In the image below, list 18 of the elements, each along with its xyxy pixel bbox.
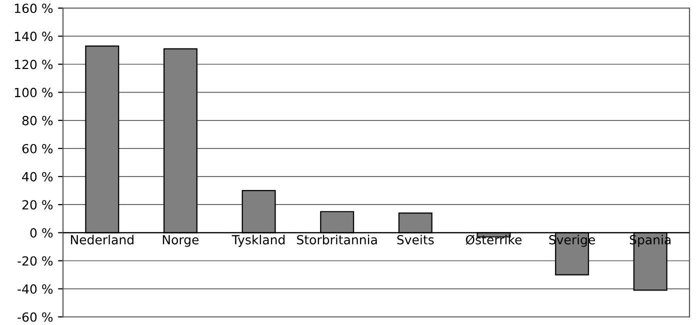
x-tick-label: Nederland xyxy=(70,234,134,244)
y-tick-label: -60 % xyxy=(18,312,53,322)
y-tick-label: 0 % xyxy=(30,228,53,238)
y-tick-label: 60 % xyxy=(22,144,53,154)
y-tick-label: 80 % xyxy=(22,116,53,126)
x-tick-label: Sveits xyxy=(397,234,434,244)
y-tick-label: 120 % xyxy=(14,60,53,70)
y-tick-label: 140 % xyxy=(14,32,53,42)
x-tick-label: Norge xyxy=(162,235,199,247)
x-tick-label: Storbritannia xyxy=(297,234,377,244)
y-tick-label: 160 % xyxy=(14,4,53,14)
y-tick-label: 100 % xyxy=(14,88,53,98)
x-tick-label: Østerrike xyxy=(466,234,522,245)
x-tick-label: Tyskland xyxy=(232,234,285,247)
y-tick-label: 20 % xyxy=(22,200,53,210)
y-tick-label: 40 % xyxy=(22,172,53,182)
y-tick-label: -20 % xyxy=(18,256,53,266)
y-tick-label: -40 % xyxy=(18,284,53,294)
